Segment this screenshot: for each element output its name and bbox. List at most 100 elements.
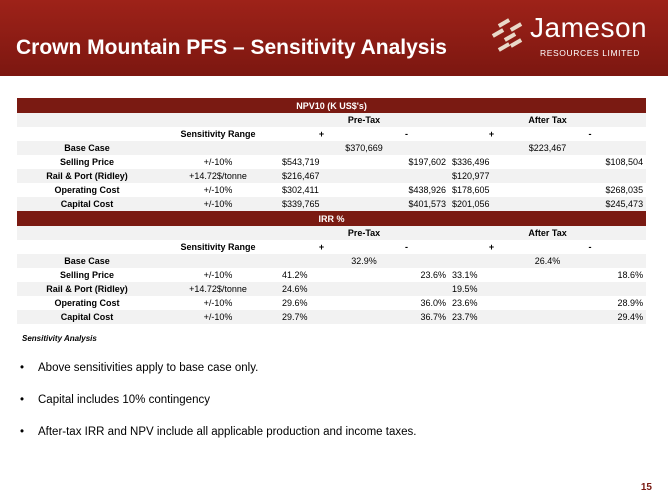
irr-section-bar: IRR % bbox=[17, 211, 647, 226]
cell-value: 23.6% bbox=[364, 268, 449, 282]
logo-name: Jameson bbox=[530, 12, 648, 43]
table-row: Operating Cost +/-10% 29.6% 36.0% 23.6% … bbox=[17, 296, 647, 310]
row-label: Capital Cost bbox=[17, 197, 157, 211]
company-logo: Jameson RESOURCES LIMITED bbox=[488, 12, 658, 64]
row-label: Base Case bbox=[17, 254, 157, 268]
cell-value bbox=[364, 169, 449, 183]
cell-value: $245,473 bbox=[534, 197, 647, 211]
cell-value: $178,605 bbox=[449, 183, 534, 197]
cell-value: 29.4% bbox=[534, 310, 647, 324]
bullet-text: Above sensitivities apply to base case o… bbox=[38, 362, 259, 374]
table-row: Capital Cost +/-10% $339,765 $401,573 $2… bbox=[17, 197, 647, 211]
table-row: Operating Cost +/-10% $302,411 $438,926 … bbox=[17, 183, 647, 197]
page-number: 15 bbox=[640, 482, 652, 493]
row-range: +/-10% bbox=[157, 155, 279, 169]
row-label: Capital Cost bbox=[17, 310, 157, 324]
cell-value: $197,602 bbox=[364, 155, 449, 169]
bullet-icon: • bbox=[20, 426, 25, 438]
cell-value: 28.9% bbox=[534, 296, 647, 310]
cell-value: 29.7% bbox=[279, 310, 364, 324]
table-row: Selling Price +/-10% 41.2% 23.6% 33.1% 1… bbox=[17, 268, 647, 282]
cell-value: 18.6% bbox=[534, 268, 647, 282]
cell-value bbox=[534, 282, 647, 296]
bullet-icon: • bbox=[20, 362, 25, 374]
row-label: Selling Price bbox=[17, 268, 157, 282]
title-banner: Crown Mountain PFS – Sensitivity Analysi… bbox=[0, 0, 668, 76]
irr-after-plus-header: + bbox=[449, 240, 534, 254]
cell-value: $438,926 bbox=[364, 183, 449, 197]
table-row: Capital Cost +/-10% 29.7% 36.7% 23.7% 29… bbox=[17, 310, 647, 324]
logo-subtitle: RESOURCES LIMITED bbox=[540, 48, 640, 58]
npv-pre-minus-header: - bbox=[364, 127, 449, 141]
npv-after-tax-header: After Tax bbox=[449, 113, 647, 127]
cell-value: 23.7% bbox=[449, 310, 534, 324]
page-title: Crown Mountain PFS – Sensitivity Analysi… bbox=[16, 36, 447, 59]
row-range: +/-10% bbox=[157, 197, 279, 211]
table-row: Base Case 32.9% 26.4% bbox=[17, 254, 647, 268]
row-range: +/-10% bbox=[157, 183, 279, 197]
sensitivity-table: NPV10 (K US$'s) Pre-Tax After Tax Sensit… bbox=[17, 98, 647, 324]
cell-value: 24.6% bbox=[279, 282, 364, 296]
row-range: +/-10% bbox=[157, 310, 279, 324]
table-row: Pre-Tax After Tax bbox=[17, 226, 647, 240]
row-range: +14.72$/tonne bbox=[157, 282, 279, 296]
npv-after-minus-header: - bbox=[534, 127, 647, 141]
irr-pre-tax-header: Pre-Tax bbox=[279, 226, 449, 240]
table-caption: Sensitivity Analysis bbox=[22, 334, 97, 343]
row-range: +/-10% bbox=[157, 268, 279, 282]
notes-list: • Above sensitivities apply to base case … bbox=[20, 362, 640, 458]
row-label: Base Case bbox=[17, 141, 157, 155]
cell-value: $302,411 bbox=[279, 183, 364, 197]
cell-value: 19.5% bbox=[449, 282, 534, 296]
cell-value: $223,467 bbox=[449, 141, 647, 155]
irr-sensitivity-range-header: Sensitivity Range bbox=[157, 240, 279, 254]
cell-value: 29.6% bbox=[279, 296, 364, 310]
cell-value: $108,504 bbox=[534, 155, 647, 169]
row-range: +14.72$/tonne bbox=[157, 169, 279, 183]
irr-pre-plus-header: + bbox=[279, 240, 364, 254]
cell-value: 23.6% bbox=[449, 296, 534, 310]
cell-value: 36.0% bbox=[364, 296, 449, 310]
npv-after-plus-header: + bbox=[449, 127, 534, 141]
row-label: Operating Cost bbox=[17, 183, 157, 197]
cell-value bbox=[364, 282, 449, 296]
bullet-text: After-tax IRR and NPV include all applic… bbox=[38, 426, 417, 438]
bullet-text: Capital includes 10% contingency bbox=[38, 394, 210, 406]
list-item: • Above sensitivities apply to base case … bbox=[20, 362, 640, 394]
cell-value: $120,977 bbox=[449, 169, 534, 183]
cell-value: 41.2% bbox=[279, 268, 364, 282]
cell-value bbox=[534, 169, 647, 183]
table-row: Selling Price +/-10% $543,719 $197,602 $… bbox=[17, 155, 647, 169]
cell-value: 36.7% bbox=[364, 310, 449, 324]
npv-section-bar: NPV10 (K US$'s) bbox=[17, 98, 647, 113]
cell-value: $401,573 bbox=[364, 197, 449, 211]
table-row: Pre-Tax After Tax bbox=[17, 113, 647, 127]
list-item: • After-tax IRR and NPV include all appli… bbox=[20, 426, 640, 458]
table-row: Base Case $370,669 $223,467 bbox=[17, 141, 647, 155]
cell-value: $339,765 bbox=[279, 197, 364, 211]
cell-value: $336,496 bbox=[449, 155, 534, 169]
npv-pre-plus-header: + bbox=[279, 127, 364, 141]
cell-value: 33.1% bbox=[449, 268, 534, 282]
npv-section-title: NPV10 (K US$'s) bbox=[17, 98, 647, 113]
irr-section-title: IRR % bbox=[17, 211, 647, 226]
irr-pre-minus-header: - bbox=[364, 240, 449, 254]
cell-value: $201,056 bbox=[449, 197, 534, 211]
row-label: Rail & Port (Ridley) bbox=[17, 282, 157, 296]
irr-after-tax-header: After Tax bbox=[449, 226, 647, 240]
cell-value: 26.4% bbox=[449, 254, 647, 268]
cell-value: 32.9% bbox=[279, 254, 449, 268]
npv-pre-tax-header: Pre-Tax bbox=[279, 113, 449, 127]
table-row: Sensitivity Range + - + - bbox=[17, 240, 647, 254]
cell-value: $543,719 bbox=[279, 155, 364, 169]
list-item: • Capital includes 10% contingency bbox=[20, 394, 640, 426]
cell-value: $268,035 bbox=[534, 183, 647, 197]
row-range: +/-10% bbox=[157, 296, 279, 310]
cell-value: $370,669 bbox=[279, 141, 449, 155]
bullet-icon: • bbox=[20, 394, 25, 406]
cell-value: $216,467 bbox=[279, 169, 364, 183]
npv-sensitivity-range-header: Sensitivity Range bbox=[157, 127, 279, 141]
jameson-logo-icon bbox=[491, 18, 523, 52]
row-label: Operating Cost bbox=[17, 296, 157, 310]
table-row: Rail & Port (Ridley) +14.72$/tonne $216,… bbox=[17, 169, 647, 183]
